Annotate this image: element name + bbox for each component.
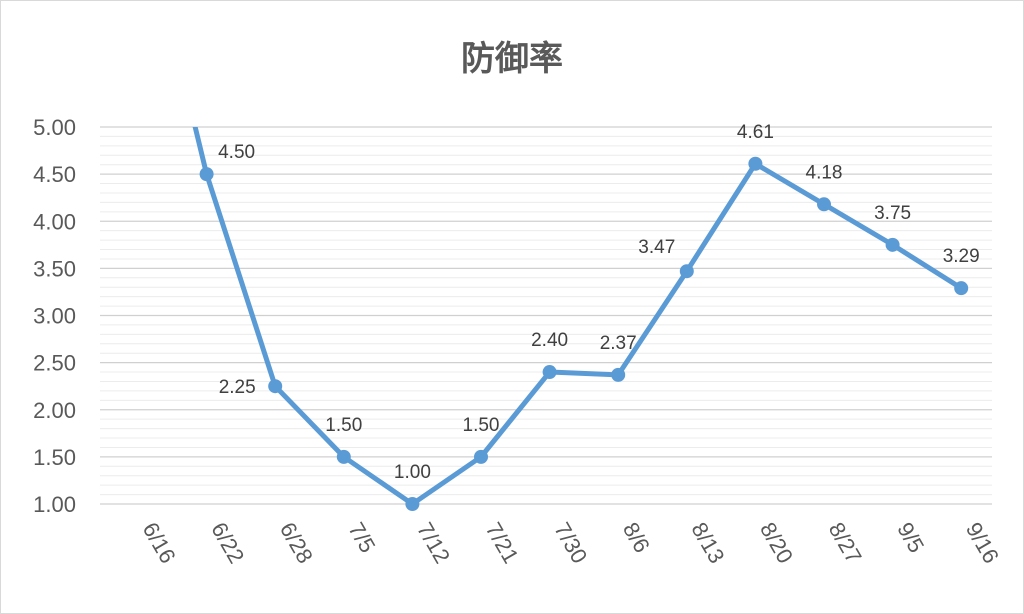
x-tick-label: 7/5 xyxy=(343,518,380,557)
chart-title: 防御率 xyxy=(461,39,563,79)
data-points xyxy=(199,156,969,511)
x-tick-label: 9/5 xyxy=(892,518,929,557)
x-tick-label: 7/30 xyxy=(549,518,592,568)
y-tick-label: 2.00 xyxy=(33,398,76,423)
data-label: 4.18 xyxy=(806,162,843,183)
data-label: 1.00 xyxy=(394,462,431,483)
x-tick-label: 8/27 xyxy=(824,518,867,568)
data-label: 4.50 xyxy=(218,142,255,163)
data-point xyxy=(474,449,488,464)
x-tick-label: 8/20 xyxy=(755,518,798,568)
data-label: 3.47 xyxy=(638,237,675,258)
data-label: 1.50 xyxy=(463,415,500,436)
data-label: 2.37 xyxy=(600,333,637,354)
x-tick-label: 7/12 xyxy=(412,518,455,568)
gridlines xyxy=(100,126,992,505)
data-point xyxy=(405,497,420,511)
y-axis-ticks: 5.00 4.50 4.00 3.50 3.00 2.50 2.00 1.50 1.00 xyxy=(33,115,76,517)
data-point xyxy=(885,237,900,252)
data-point xyxy=(542,365,557,380)
x-tick-label: 7/21 xyxy=(481,518,524,568)
x-tick-label: 6/22 xyxy=(206,518,249,568)
x-axis-ticks: 6/16 6/22 6/28 7/5 7/12 7/21 7/30 8/6 8/13 8/20 8/… xyxy=(138,518,1004,568)
data-point xyxy=(199,167,214,182)
data-label: 3.29 xyxy=(943,246,980,267)
y-tick-label: 3.50 xyxy=(33,256,76,281)
y-tick-label: 4.50 xyxy=(33,162,76,187)
y-tick-label: 1.00 xyxy=(33,492,76,517)
y-tick-label: 5.00 xyxy=(33,115,76,140)
y-tick-label: 2.50 xyxy=(33,351,76,376)
data-label: 2.25 xyxy=(219,377,256,398)
x-tick-label: 6/16 xyxy=(138,518,181,568)
data-label: 2.40 xyxy=(531,330,568,351)
data-point xyxy=(817,197,831,212)
y-tick-label: 3.00 xyxy=(33,304,76,329)
data-point xyxy=(268,379,283,394)
x-tick-label: 9/16 xyxy=(961,518,1004,568)
y-tick-label: 1.50 xyxy=(33,445,76,470)
data-label: 3.75 xyxy=(874,203,911,224)
data-label: 1.50 xyxy=(325,415,362,436)
data-label: 4.61 xyxy=(737,122,774,143)
data-point xyxy=(679,264,694,279)
data-point xyxy=(748,156,763,171)
x-tick-label: 8/13 xyxy=(686,518,729,568)
data-labels: 4.50 2.25 1.50 1.00 1.50 2.40 2.37 3.47 4.61 4.18… xyxy=(218,122,980,483)
data-point xyxy=(611,367,626,382)
data-point xyxy=(336,449,351,464)
x-tick-label: 6/28 xyxy=(275,518,318,568)
y-tick-label: 4.00 xyxy=(33,209,76,234)
x-tick-label: 8/6 xyxy=(618,518,655,557)
data-point xyxy=(954,281,969,296)
